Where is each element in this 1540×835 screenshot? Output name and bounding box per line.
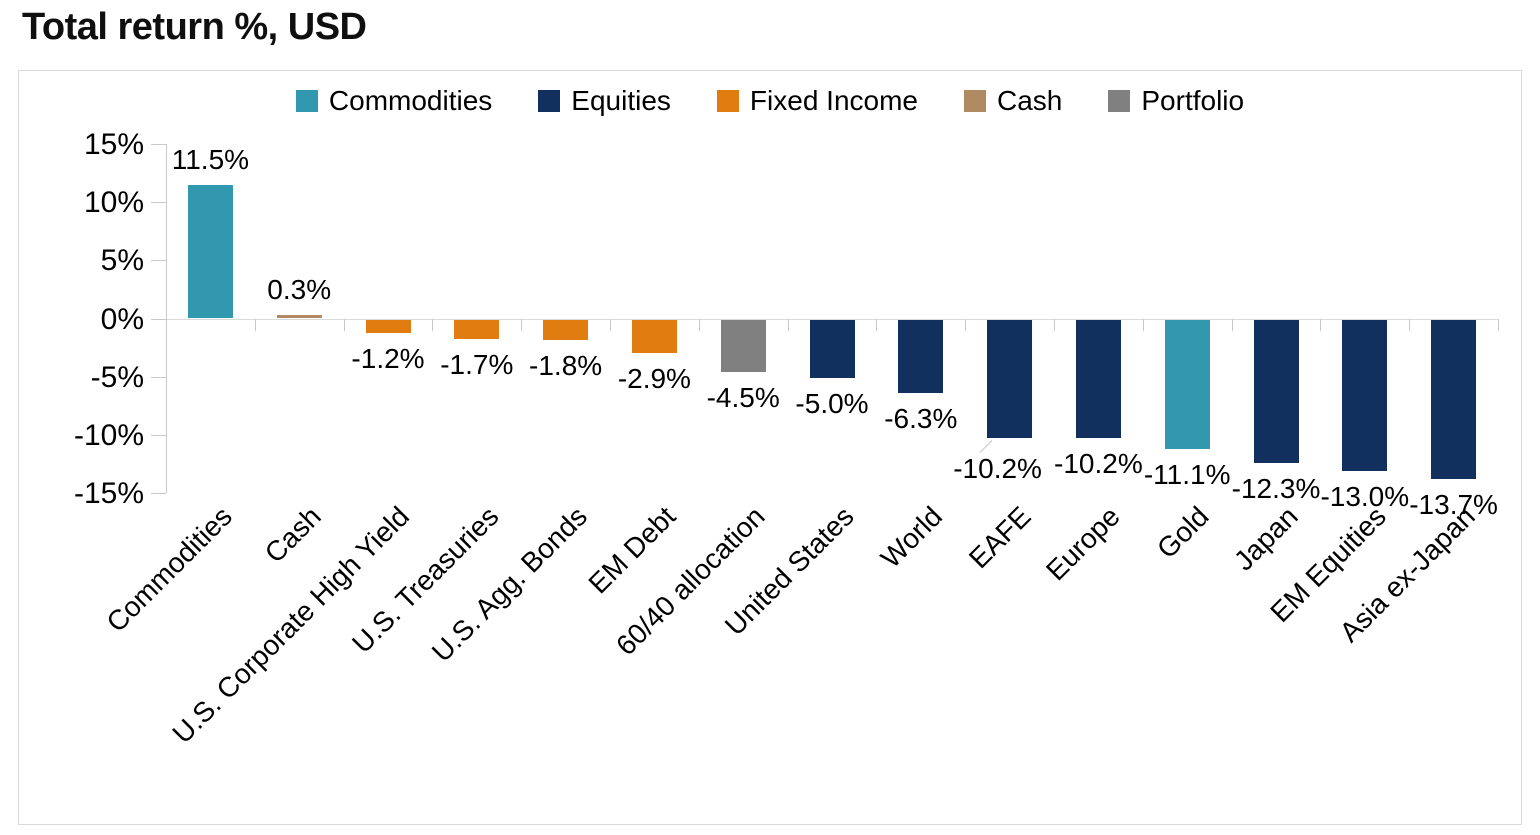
x-tick-mark <box>698 318 700 331</box>
x-tick-mark <box>1498 318 1499 331</box>
y-tick-mark <box>151 318 166 320</box>
x-tick-mark <box>343 318 345 331</box>
bar <box>543 319 589 341</box>
x-axis-category-label: Commodities <box>100 500 238 639</box>
legend-swatch-icon <box>538 90 561 112</box>
bar <box>1253 319 1299 463</box>
bar-value-label: 0.3% <box>267 274 332 305</box>
bar <box>809 319 855 378</box>
bar-value-label: -6.3% <box>884 402 958 434</box>
bar-value-label: -5.0% <box>795 387 869 419</box>
legend-label: Equities <box>571 85 671 116</box>
x-tick-mark <box>1320 318 1322 331</box>
bar-value-label: -11.1% <box>1143 458 1231 490</box>
y-axis-tick-label: -5% <box>90 360 144 394</box>
x-tick-mark <box>1231 318 1233 331</box>
legend-label: Fixed Income <box>749 85 918 116</box>
bar <box>1164 319 1210 449</box>
legend-swatch-icon <box>964 90 986 112</box>
legend-label: Commodities <box>328 85 493 116</box>
chart-title: Total return %, USD <box>22 6 367 48</box>
bar <box>987 319 1033 439</box>
bar-value-label: -1.7% <box>440 349 514 381</box>
bar-value-label: -1.8% <box>529 350 603 382</box>
y-axis-tick-label: 5% <box>100 244 144 278</box>
bar-value-label: -4.5% <box>706 381 780 413</box>
legend-swatch-icon <box>716 90 739 112</box>
bar <box>1075 319 1121 439</box>
bar-value-label: -2.9% <box>617 363 691 395</box>
x-axis-category-label: Gold <box>1150 500 1215 565</box>
y-axis-tick-label: -10% <box>73 418 144 452</box>
zero-gridline <box>166 318 1498 320</box>
y-tick-mark <box>151 260 166 262</box>
y-tick-mark <box>151 434 166 436</box>
legend-item: Portfolio <box>1108 87 1244 115</box>
x-axis-category-label: Cash <box>258 500 327 569</box>
bar <box>898 319 944 393</box>
x-axis-category-label: Europe <box>1040 500 1126 587</box>
x-tick-mark <box>1054 318 1055 331</box>
bar-value-label: 11.5% <box>171 143 250 175</box>
chart-legend: Commodities Equities Fixed Income Cash Portf… <box>19 87 1521 115</box>
x-axis-category-label: EAFE <box>963 500 1038 575</box>
chart-frame: Commodities Equities Fixed Income Cash Portf… <box>18 70 1522 825</box>
bar-value-label: -10.2% <box>953 453 1042 485</box>
bar <box>631 319 677 354</box>
label-leader-line <box>979 440 992 454</box>
legend-label: Portfolio <box>1141 85 1245 116</box>
bar <box>187 184 233 319</box>
legend-item: Commodities <box>295 85 493 116</box>
legend-label: Cash <box>997 85 1063 116</box>
bar-value-label: -13.7% <box>1409 488 1498 520</box>
x-tick-mark <box>965 318 967 331</box>
bar <box>365 319 411 334</box>
y-axis-tick-label: 10% <box>83 186 144 220</box>
bar-value-label: -12.3% <box>1231 472 1321 504</box>
bar <box>454 319 500 340</box>
x-tick-mark <box>254 318 256 331</box>
y-axis-tick-label: 0% <box>100 302 144 336</box>
bar-value-label: -10.2% <box>1054 448 1143 480</box>
y-axis-tick-label: 15% <box>83 128 144 161</box>
legend-item: Equities <box>538 87 671 115</box>
x-axis-category-label: World <box>875 500 949 574</box>
y-axis-tick-label: -15% <box>73 477 144 510</box>
bar <box>720 319 766 372</box>
y-tick-mark <box>151 493 166 494</box>
x-tick-mark <box>432 318 434 331</box>
x-tick-mark <box>787 318 789 331</box>
legend-item: Fixed Income <box>716 85 918 116</box>
bar-value-label: -1.2% <box>351 343 425 375</box>
bar <box>1342 319 1388 471</box>
x-tick-mark <box>610 318 611 331</box>
bar <box>1431 319 1477 479</box>
x-tick-mark <box>166 318 167 331</box>
x-tick-mark <box>521 318 523 331</box>
x-tick-mark <box>1142 318 1144 331</box>
y-tick-mark <box>151 202 166 204</box>
legend-item: Cash <box>964 87 1062 115</box>
legend-swatch-icon <box>1108 90 1131 112</box>
x-tick-mark <box>1409 318 1411 331</box>
y-tick-mark <box>151 376 166 378</box>
x-axis-category-label: U.S. Agg. Bonds <box>425 500 594 668</box>
x-axis-category-label: Japan <box>1227 500 1304 577</box>
bar-value-label: -13.0% <box>1320 480 1410 512</box>
x-tick-mark <box>876 318 878 331</box>
legend-swatch-icon <box>295 90 318 112</box>
plot-area: 15% 10% 5% 0% -5% -10% -15% 11.5% Commodities 0.3… <box>19 71 1521 824</box>
bar <box>276 315 322 319</box>
y-tick-mark <box>151 144 166 145</box>
